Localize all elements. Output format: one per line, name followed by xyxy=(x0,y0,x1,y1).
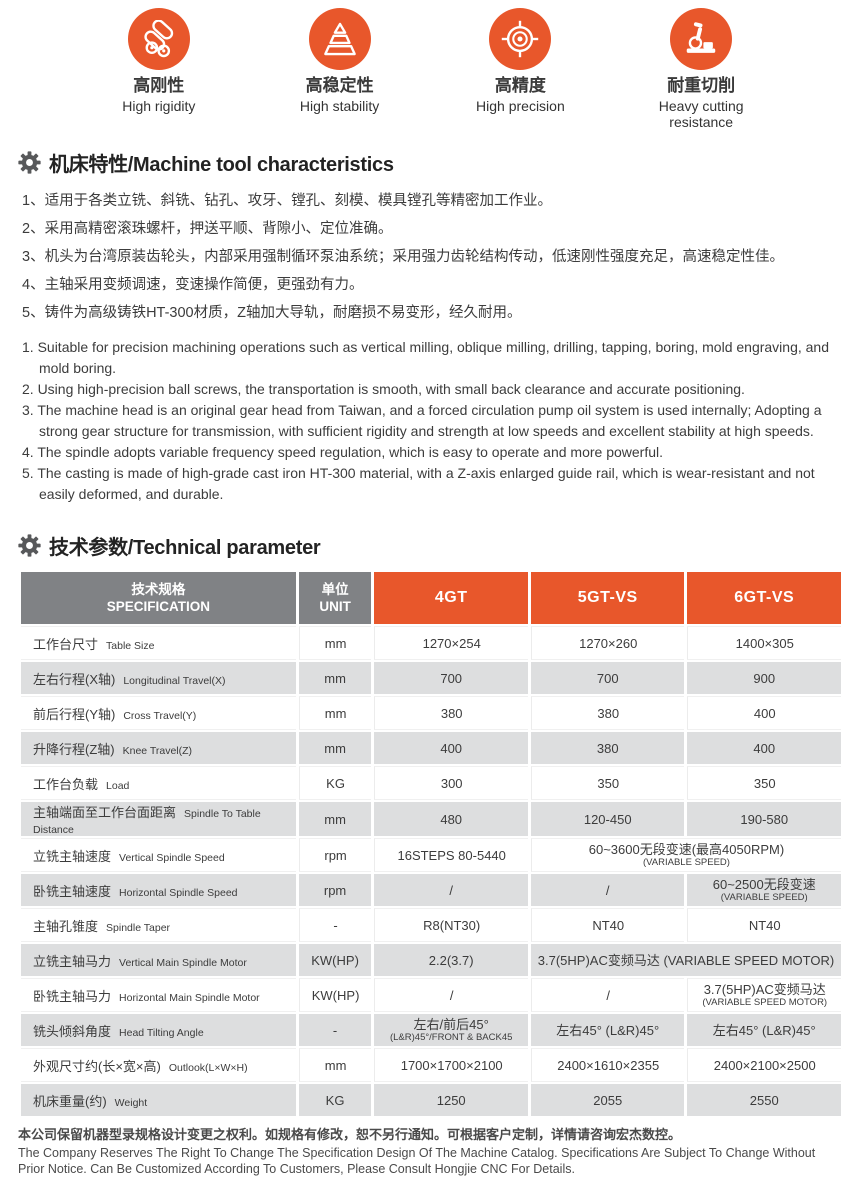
list-item: 2、采用高精密滚珠螺杆，押送平顺、背隙小、定位准确。 xyxy=(22,221,393,237)
header-model-4gt: 4GT xyxy=(374,572,528,624)
table-row: 卧铣主轴马力 Horizontal Main Spindle Motor KW(H… xyxy=(21,978,841,1012)
feature-label-zh: 耐重切削 xyxy=(667,76,736,95)
table-row: 铣头倾斜角度 Head Tilting Angle - 左右/前后45° (L&R)… xyxy=(21,1014,841,1046)
table-row: 前后行程(Y轴) Cross Travel(Y) mm 380 380 400 xyxy=(21,696,841,730)
list-item: 3、机头为台湾原装齿轮头，内部采用强制循环泵油系统；采用强力齿轮结构传动，低速刚… xyxy=(22,249,785,265)
feature-row: 高刚性 High rigidity 高稳定性 High stability xyxy=(18,8,842,130)
feature-label-en: High rigidity xyxy=(122,98,196,114)
table-header-row: 技术规格 SPECIFICATION 单位 UNIT 4GT 5GT-VS 6G… xyxy=(21,572,841,624)
feature-label-zh: 高精度 xyxy=(494,76,546,95)
feature-precision: 高精度 High precision xyxy=(450,8,590,114)
header-model-6gt-vs: 6GT-VS xyxy=(687,572,841,624)
table-row: 工作台尺寸 Table Size mm 1270×254 1270×260 140… xyxy=(21,626,841,660)
footer-en: The Company Reserves The Right To Change… xyxy=(18,1146,816,1176)
footer-zh: 本公司保留机器型录规格设计变更之权利。如规格有修改，恕不另行通知。可根据客户定制… xyxy=(18,1127,682,1142)
table-row: 立铣主轴马力 Vertical Main Spindle Motor KW(HP)… xyxy=(21,944,841,976)
list-item: 5、铸件为高级铸铁HT-300材质，Z轴加大导轨，耐磨损不易变形，经久耐用。 xyxy=(22,305,522,321)
table-row: 立铣主轴速度 Vertical Spindle Speed rpm 16STEPS… xyxy=(21,838,841,872)
header-unit: 单位 UNIT xyxy=(298,572,372,624)
table-row: 外观尺寸约(长×宽×高) Outlook(L×W×H) mm 1700×1700×… xyxy=(21,1048,841,1082)
parameters-header: 技术参数/Technical parameter xyxy=(18,531,842,560)
feature-label-en: High stability xyxy=(299,98,380,114)
list-item: 3. The machine head is an original gear … xyxy=(22,402,822,439)
table-row: 主轴孔锥度 Spindle Taper - R8(NT30) NT40 NT40 xyxy=(21,908,841,942)
feature-heavy-cutting: 耐重切削 Heavy cutting resistance xyxy=(631,8,771,130)
spec-table: 技术规格 SPECIFICATION 单位 UNIT 4GT 5GT-VS 6G… xyxy=(18,570,844,1118)
list-item: 4. The spindle adopts variable frequency… xyxy=(22,444,664,460)
table-row: 工作台负载 Load KG 300 350 350 xyxy=(21,766,841,800)
gear-icon xyxy=(18,534,41,557)
section-title: 机床特性/Machine tool characteristics xyxy=(49,154,394,176)
table-row: 主轴端面至工作台面距离 Spindle To Table Distance mm … xyxy=(21,802,841,836)
list-item: 4、主轴采用变频调速，变速操作简便，更强劲有力。 xyxy=(22,277,364,293)
list-item: 1. Suitable for precision machining oper… xyxy=(22,339,829,376)
header-model-5gt-vs: 5GT-VS xyxy=(530,572,685,624)
characteristics-header: 机床特性/Machine tool characteristics xyxy=(18,148,842,177)
gear-icon xyxy=(18,151,41,174)
feature-stability: 高稳定性 High stability xyxy=(270,8,410,114)
feature-label-zh: 高稳定性 xyxy=(305,76,374,95)
pyramid-icon xyxy=(308,8,371,70)
list-item: 1、适用于各类立铣、斜铣、钻孔、攻牙、镗孔、刻模、模具镗孔等精密加工作业。 xyxy=(22,193,553,209)
table-row: 机床重量(约) Weight KG 1250 2055 2550 xyxy=(21,1084,841,1116)
table-row: 升降行程(Z轴) Knee Travel(Z) mm 400 380 400 xyxy=(21,732,841,764)
feature-rigidity: 高刚性 High rigidity xyxy=(89,8,229,114)
list-item: 2. Using high-precision ball screws, the… xyxy=(22,381,745,397)
footer-disclaimer: 本公司保留机器型录规格设计变更之权利。如规格有修改，恕不另行通知。可根据客户定制… xyxy=(18,1126,842,1177)
feature-label-en: High precision xyxy=(476,98,565,114)
target-icon xyxy=(489,8,552,70)
feature-label-en: Heavy cutting resistance xyxy=(658,98,744,130)
table-row: 左右行程(X轴) Longitudinal Travel(X) mm 700 70… xyxy=(21,662,841,694)
feature-label-zh: 高刚性 xyxy=(133,76,185,95)
header-specification: 技术规格 SPECIFICATION xyxy=(21,572,296,624)
cutoff-saw-icon xyxy=(670,8,733,70)
list-item: 5. The casting is made of high-grade cas… xyxy=(22,465,815,502)
table-row: 卧铣主轴速度 Horizontal Spindle Speed rpm / / 6… xyxy=(21,874,841,906)
rollers-icon xyxy=(127,8,190,70)
characteristics-zh-list: 1、适用于各类立铣、斜铣、钻孔、攻牙、镗孔、刻模、模具镗孔等精密加工作业。 2、… xyxy=(18,187,842,327)
characteristics-en-list: 1. Suitable for precision machining oper… xyxy=(18,337,842,505)
section-title: 技术参数/Technical parameter xyxy=(49,537,321,559)
